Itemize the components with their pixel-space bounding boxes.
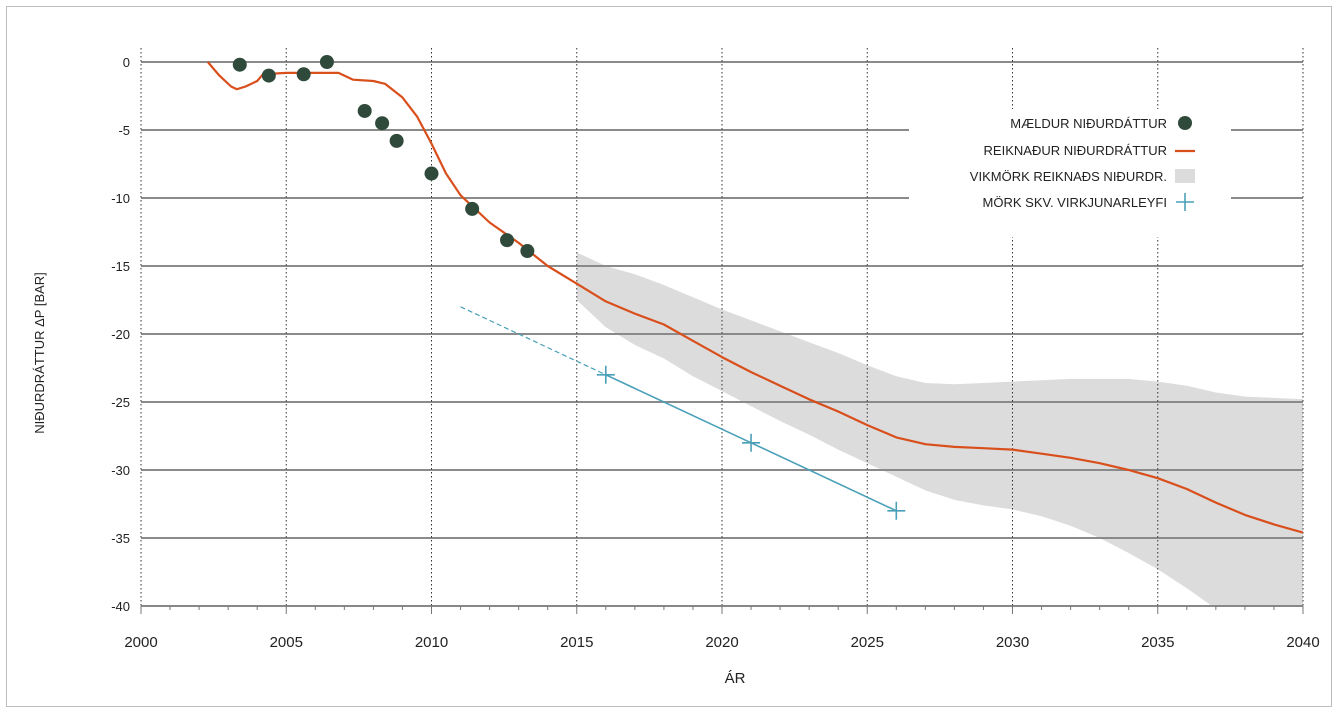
measured-point [520,244,534,258]
measured-point [262,69,276,83]
x-tick-label: 2010 [415,634,448,651]
permit-limit-extension [461,307,606,375]
legend: MÆLDUR NIÐURDÁTTUR REIKNAÐUR NIÐURDRÁTTUR… [909,109,1231,237]
measured-point [465,202,479,216]
x-tick-label: 2040 [1286,634,1319,651]
legend-swatch-band [1175,169,1195,183]
y-tick-label: -30 [111,463,130,478]
y-tick-label: -40 [111,599,130,614]
measured-point [297,67,311,81]
measured-point [390,134,404,148]
measured-point [233,58,247,72]
x-tick-label: 2025 [851,634,884,651]
y-tick-label: -15 [111,259,130,274]
legend-label-1: REIKNAÐUR NIÐURDRÁTTUR [984,143,1167,158]
uncertainty-band-layer [577,252,1303,612]
x-tick-label: 2015 [560,634,593,651]
uncertainty-band-area [577,252,1303,612]
chart-frame: 2000 2005 2010 2015 2020 2025 2030 2035 2040 0 -5 -… [6,6,1332,707]
y-tick-label: -10 [111,191,130,206]
y-tick-label: -35 [111,531,130,546]
permit-limit-marker [597,366,615,384]
y-tick-label: -5 [118,123,130,138]
permit-limit-marker [742,434,760,452]
y-tick-label: -25 [111,395,130,410]
x-tick-label: 2020 [705,634,738,651]
measured-point [320,55,334,69]
measured-point [425,167,439,181]
legend-swatch-measured [1178,116,1192,130]
x-tick-label: 2000 [124,634,157,651]
measured-point [358,104,372,118]
legend-label-2: VIKMÖRK REIKNAÐS NIÐURDR. [970,169,1167,184]
x-tick-label: 2005 [270,634,303,651]
x-tick-label: 2035 [1141,634,1174,651]
x-tick-label: 2030 [996,634,1029,651]
legend-label-0: MÆLDUR NIÐURDÁTTUR [1010,116,1167,131]
permit-limit-marker [887,502,905,520]
x-axis-label: ÁR [725,670,746,687]
y-tick-label: -20 [111,327,130,342]
chart-svg: 2000 2005 2010 2015 2020 2025 2030 2035 2040 0 -5 -… [7,7,1333,708]
y-tick-label: 0 [123,55,130,70]
measured-point [500,233,514,247]
legend-label-3: MÖRK SKV. VIRKJUNARLEYFI [983,195,1167,210]
y-axis-label: NIÐURDRÁTTUR ΔP [BAR] [32,272,47,434]
measured-point [375,116,389,130]
